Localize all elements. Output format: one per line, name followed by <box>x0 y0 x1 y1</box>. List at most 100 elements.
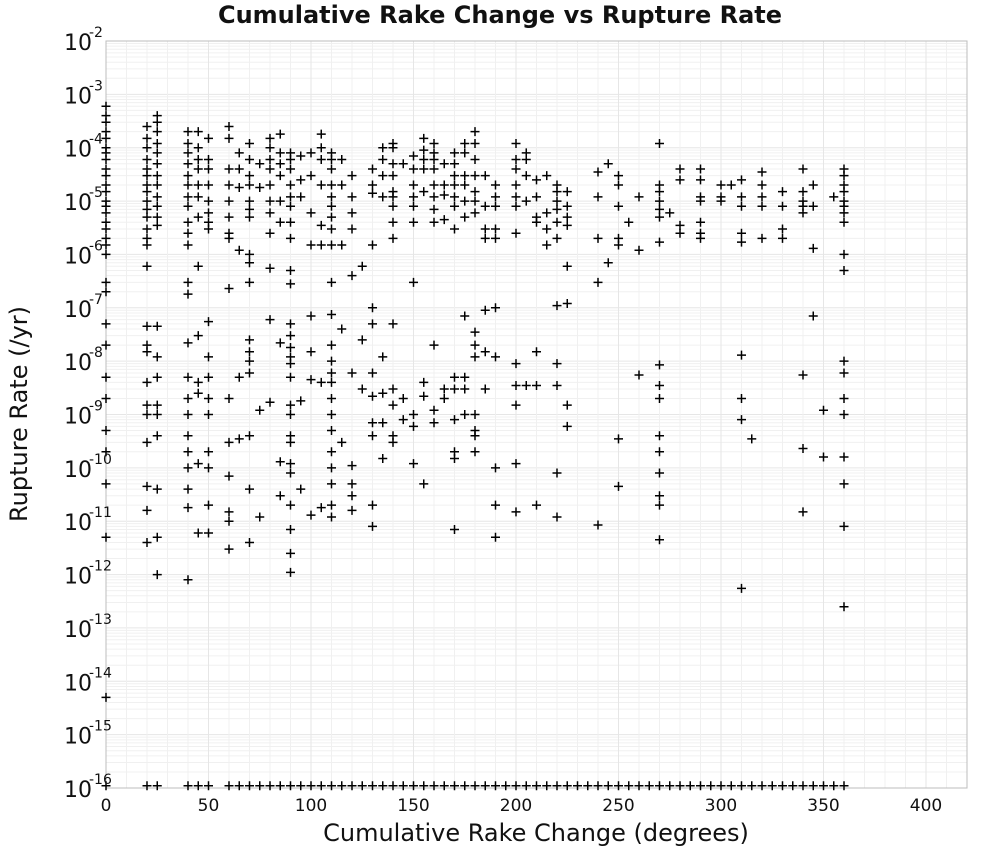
y-tick-exponent: -9 <box>89 399 103 415</box>
data-point <box>634 192 644 202</box>
data-point <box>737 583 746 593</box>
data-point <box>480 233 490 243</box>
data-point <box>511 400 521 410</box>
data-point <box>286 343 295 353</box>
data-point <box>839 602 849 612</box>
data-point <box>819 781 828 791</box>
data-point <box>491 352 500 362</box>
data-point <box>296 484 306 494</box>
data-point <box>778 187 787 197</box>
data-point <box>532 192 541 202</box>
data-point <box>245 138 254 148</box>
data-point <box>491 532 500 542</box>
data-point <box>562 421 572 431</box>
y-tick-label: 10-7 <box>64 292 103 323</box>
data-point <box>101 117 111 127</box>
data-point <box>347 491 357 501</box>
data-point <box>204 352 213 362</box>
data-point <box>511 192 521 202</box>
data-point <box>142 187 152 197</box>
data-point <box>101 287 111 297</box>
data-point <box>450 384 459 394</box>
data-point <box>511 180 521 190</box>
data-point <box>142 204 152 214</box>
data-point <box>327 426 336 436</box>
data-point <box>470 171 480 181</box>
y-tick-base: 10 <box>64 31 92 56</box>
data-point <box>542 240 552 250</box>
data-point <box>798 781 808 791</box>
data-point <box>306 240 316 250</box>
data-point <box>603 159 613 169</box>
data-point <box>183 575 193 585</box>
data-point <box>511 380 521 390</box>
data-point <box>142 410 152 419</box>
data-point <box>183 277 193 287</box>
data-point <box>460 410 470 419</box>
data-point <box>460 138 470 148</box>
data-point <box>665 208 675 218</box>
data-point <box>378 143 388 153</box>
data-point <box>224 507 234 517</box>
data-point <box>337 155 347 165</box>
y-tick-base: 10 <box>64 618 92 643</box>
data-point <box>839 187 849 197</box>
data-point <box>183 159 193 169</box>
data-point <box>593 233 603 243</box>
data-point <box>655 196 664 206</box>
data-point <box>552 380 562 390</box>
data-point <box>675 228 685 238</box>
data-point <box>193 377 203 387</box>
data-point <box>142 171 152 181</box>
data-point <box>562 220 572 230</box>
data-point <box>245 155 254 165</box>
data-point <box>644 781 654 791</box>
data-point <box>552 196 562 206</box>
data-point <box>450 224 459 234</box>
data-point <box>388 192 398 202</box>
data-point <box>737 237 746 247</box>
data-point <box>357 781 367 791</box>
data-point <box>419 377 429 387</box>
data-point <box>460 196 470 206</box>
y-tick-base: 10 <box>64 191 92 216</box>
data-point <box>368 164 377 174</box>
data-point <box>183 138 193 148</box>
data-point <box>439 215 449 225</box>
data-point <box>357 261 367 271</box>
data-point <box>460 212 470 222</box>
data-point <box>378 781 388 791</box>
data-point <box>152 321 162 331</box>
y-tick-exponent: -5 <box>89 185 103 201</box>
data-point <box>726 781 736 791</box>
data-point <box>306 148 316 158</box>
y-tick-label: 10-12 <box>64 559 112 590</box>
data-point <box>747 781 757 791</box>
data-point <box>388 781 398 791</box>
data-point <box>511 781 521 791</box>
data-point <box>286 524 295 534</box>
data-point <box>142 143 152 153</box>
data-point <box>337 240 347 250</box>
data-point <box>296 151 306 161</box>
data-point <box>183 372 193 382</box>
data-point <box>286 279 295 289</box>
y-tick-exponent: -4 <box>89 132 103 148</box>
data-point <box>470 127 480 137</box>
data-point <box>204 372 213 382</box>
x-tick-label: 250 <box>602 796 634 816</box>
data-point <box>234 164 244 174</box>
data-point <box>429 405 439 415</box>
data-point <box>245 537 254 547</box>
chart-title: Cumulative Rake Change vs Rupture Rate <box>218 1 782 29</box>
data-point <box>675 175 685 185</box>
data-point <box>347 505 357 515</box>
data-point <box>327 192 336 202</box>
data-point <box>450 171 459 181</box>
data-point <box>296 192 306 202</box>
data-point <box>224 164 234 174</box>
y-tick-label: 10-11 <box>64 505 112 536</box>
data-point <box>685 781 695 791</box>
data-point <box>224 283 234 293</box>
data-point <box>275 159 285 169</box>
